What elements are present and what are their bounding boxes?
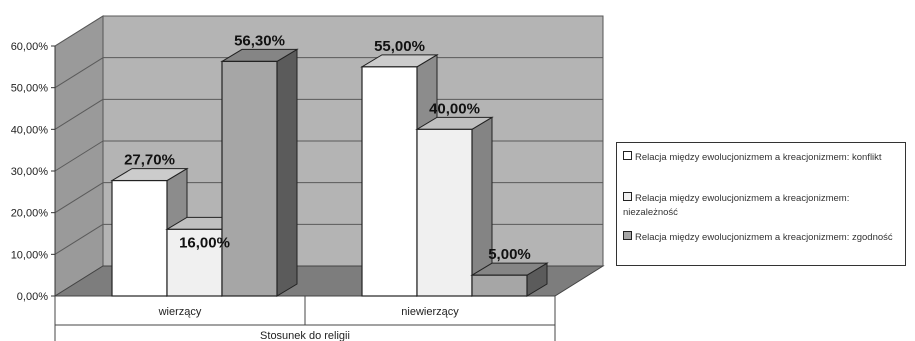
y-tick-label: 0,00% xyxy=(17,291,48,303)
bar-front xyxy=(166,228,223,297)
bar-side xyxy=(276,48,298,297)
y-tick-label: 40,00% xyxy=(11,124,49,136)
legend-item-konflikt: Relacja między ewolucjonizmem a kreacjon… xyxy=(623,151,901,165)
y-tick-label: 10,00% xyxy=(11,249,49,261)
legend-swatch-niezaleznosc xyxy=(623,192,632,201)
chart-bars xyxy=(110,48,549,297)
legend-label-niezaleznosc: Relacja między ewolucjonizmem a kreacjon… xyxy=(623,193,850,218)
bar-0-0 xyxy=(110,167,189,297)
bar-1-1 xyxy=(415,116,494,297)
y-tick-label: 30,00% xyxy=(11,166,49,178)
legend-label-konflikt: Relacja między ewolucjonizmem a kreacjon… xyxy=(635,152,882,163)
bar-front xyxy=(111,179,168,297)
bar-2-0 xyxy=(220,48,299,297)
x-category-label: niewierzący xyxy=(401,306,459,318)
data-label: 5,00% xyxy=(488,246,531,263)
legend-swatch-zgodnosc xyxy=(623,231,632,240)
gridline-side xyxy=(54,182,104,214)
bar-2-1 xyxy=(470,262,549,297)
y-axis-ticks: 0,00% 10,00% 20,00% 30,00% 40,00% 50,00% 60,00… xyxy=(11,41,56,303)
y-tick-label: 20,00% xyxy=(11,208,49,220)
gridline-side xyxy=(54,140,104,172)
bar-front xyxy=(416,128,473,297)
y-tick-label: 60,00% xyxy=(11,41,49,53)
gridline-side xyxy=(54,223,104,255)
bar-front xyxy=(361,66,418,297)
data-label: 56,30% xyxy=(234,32,285,49)
x-category-label: wierzący xyxy=(158,306,202,318)
data-label: 55,00% xyxy=(374,38,425,55)
gridline-side xyxy=(54,98,104,130)
x-axis-title: Stosunek do religii xyxy=(260,330,350,341)
legend-label-zgodnosc: Relacja między ewolucjonizmem a kreacjon… xyxy=(635,232,893,243)
data-label: 27,70% xyxy=(124,152,175,169)
legend-item-niezaleznosc: Relacja między ewolucjonizmem a kreacjon… xyxy=(623,192,901,220)
legend-swatch-konflikt xyxy=(623,151,632,160)
data-labels: 27,70% 16,00% 56,30% 55,00% 40,00% 5,00% xyxy=(124,32,531,263)
chart-legend: Relacja między ewolucjonizmem a kreacjon… xyxy=(616,142,906,266)
data-label: 40,00% xyxy=(429,100,480,117)
bar-front xyxy=(221,60,278,297)
data-label: 16,00% xyxy=(179,234,230,251)
gridline-side xyxy=(54,57,104,89)
legend-item-zgodnosc: Relacja między ewolucjonizmem a kreacjon… xyxy=(623,231,901,245)
x-axis: wierzący niewierzący xyxy=(54,296,556,341)
y-tick-label: 50,00% xyxy=(11,83,49,95)
bar-front xyxy=(471,274,528,297)
gridline-side xyxy=(54,15,104,47)
